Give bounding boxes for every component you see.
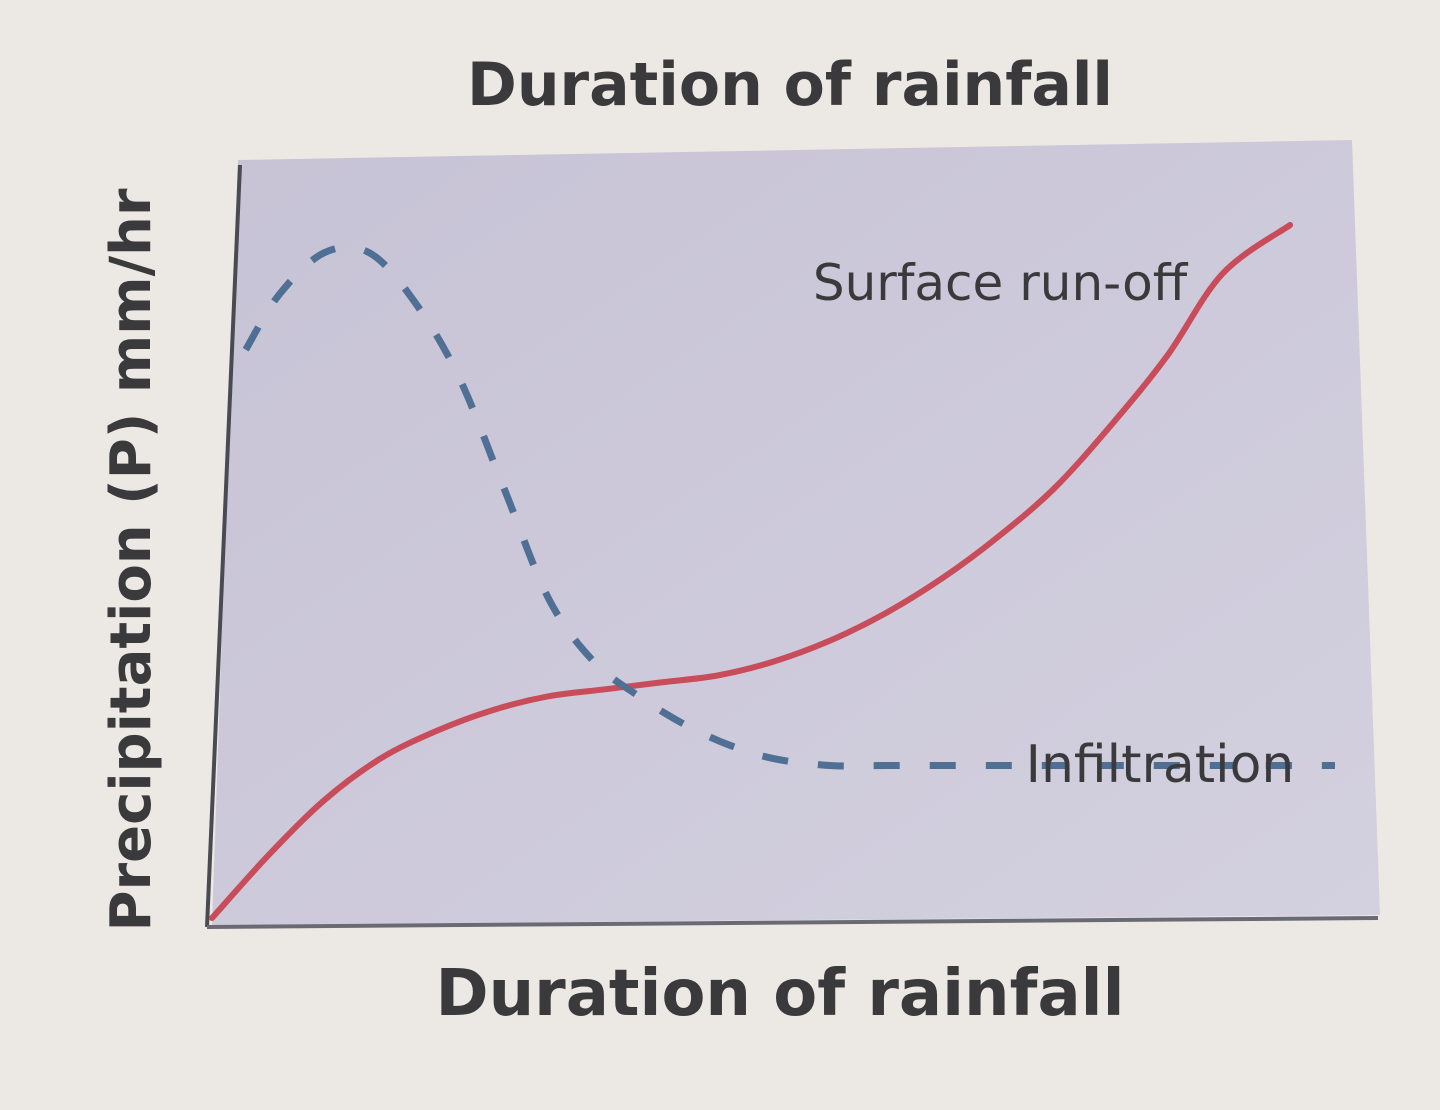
series-label-surface-runoff: Surface run-off (813, 254, 1189, 312)
y-axis (205, 164, 242, 928)
series-line-infiltration (242, 243, 1335, 770)
series-label-infiltration: Infiltration (1026, 735, 1295, 795)
y-axis-label: Precipitation (P) mm/hr (99, 188, 164, 931)
series-line-surface-runoff (209, 222, 1294, 921)
x-axis-label: Duration of rainfall (435, 957, 1124, 1031)
x-axis (206, 916, 1379, 929)
chart-title: Duration of rainfall (467, 50, 1113, 120)
plot-area (212, 140, 1380, 925)
